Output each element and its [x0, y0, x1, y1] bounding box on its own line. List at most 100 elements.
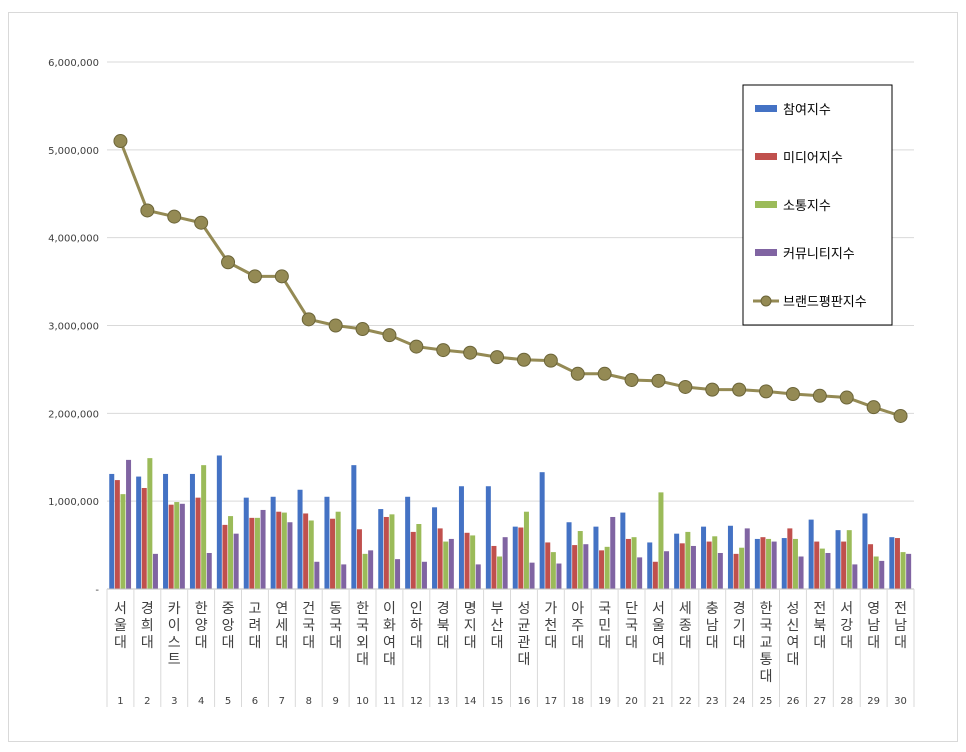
bar [421, 561, 427, 589]
line-point [328, 318, 343, 333]
x-rank-label: 13 [437, 696, 450, 707]
line-point [759, 384, 774, 399]
bar [276, 511, 282, 589]
y-tick-label: 6,000,000 [48, 58, 99, 69]
bar [475, 564, 481, 589]
bar [356, 529, 362, 589]
x-rank-label: 3 [171, 696, 177, 707]
legend-label: 소통지수 [783, 199, 831, 214]
bar [497, 556, 503, 589]
bar [362, 553, 368, 589]
bar [395, 559, 401, 589]
bar [120, 494, 126, 589]
bar [754, 538, 760, 589]
gridlines [107, 61, 914, 590]
line-point [301, 312, 316, 327]
x-rank-label: 28 [840, 696, 853, 707]
bar [216, 455, 222, 589]
bar [189, 473, 195, 589]
bar [437, 528, 443, 589]
bar [835, 530, 841, 589]
bar [308, 520, 314, 589]
x-rank-label: 8 [306, 696, 312, 707]
bar [825, 552, 831, 589]
legend-label: 브랜드평판지수 [783, 295, 867, 310]
bar [771, 541, 777, 589]
x-rank-label: 1 [117, 696, 123, 707]
x-rank-label: 4 [198, 696, 204, 707]
bar [712, 536, 718, 589]
bar [664, 551, 670, 589]
x-rank-label: 17 [544, 696, 557, 707]
bar [781, 538, 787, 589]
bar [717, 552, 723, 589]
legend-swatch [755, 153, 777, 160]
line-point [866, 400, 881, 415]
bar [485, 486, 491, 589]
x-rank-label: 7 [279, 696, 285, 707]
bar [335, 511, 341, 589]
line-point [490, 350, 505, 365]
bar [529, 562, 535, 589]
bar [685, 531, 691, 589]
bar [566, 522, 572, 589]
y-tick-label: 1,000,000 [48, 497, 99, 508]
y-tick-label: 5,000,000 [48, 146, 99, 157]
bar [254, 517, 260, 589]
bar [448, 538, 454, 589]
line-point [839, 390, 854, 405]
bar [491, 545, 497, 589]
bar [852, 564, 858, 589]
bar [163, 473, 169, 589]
bar [458, 486, 464, 589]
line-point [678, 379, 693, 394]
x-rank-label: 19 [598, 696, 611, 707]
bar [690, 545, 696, 589]
bar [879, 560, 885, 589]
bar [733, 553, 739, 589]
line-point [355, 322, 370, 337]
bar [174, 502, 180, 589]
bar [416, 524, 422, 589]
x-rank-label: 11 [383, 696, 396, 707]
bar [739, 547, 745, 589]
bar [287, 522, 293, 589]
legend-swatch [755, 105, 777, 112]
bar [228, 516, 234, 589]
bar [126, 459, 132, 589]
chart-frame: - 1,000,000 2,000,000 3,000,000 4,000,000 5,0… [8, 12, 958, 742]
line-point [113, 134, 128, 149]
bar [610, 516, 616, 589]
bar [744, 528, 750, 589]
bar [862, 513, 868, 589]
bar [900, 552, 906, 589]
line-point [463, 345, 478, 360]
bar [330, 518, 336, 589]
bar [443, 541, 449, 589]
bar [631, 537, 637, 589]
bar [147, 458, 153, 589]
brand-reputation-chart: - 1,000,000 2,000,000 3,000,000 4,000,000 5,0… [48, 58, 915, 707]
bar [249, 517, 255, 589]
bar-series [109, 455, 912, 589]
bar [297, 489, 303, 589]
x-rank-label: 16 [518, 696, 531, 707]
bar [604, 546, 610, 589]
line-point [597, 366, 612, 381]
line-point [812, 388, 827, 403]
x-rank-label: 12 [410, 696, 423, 707]
bar [841, 541, 847, 589]
